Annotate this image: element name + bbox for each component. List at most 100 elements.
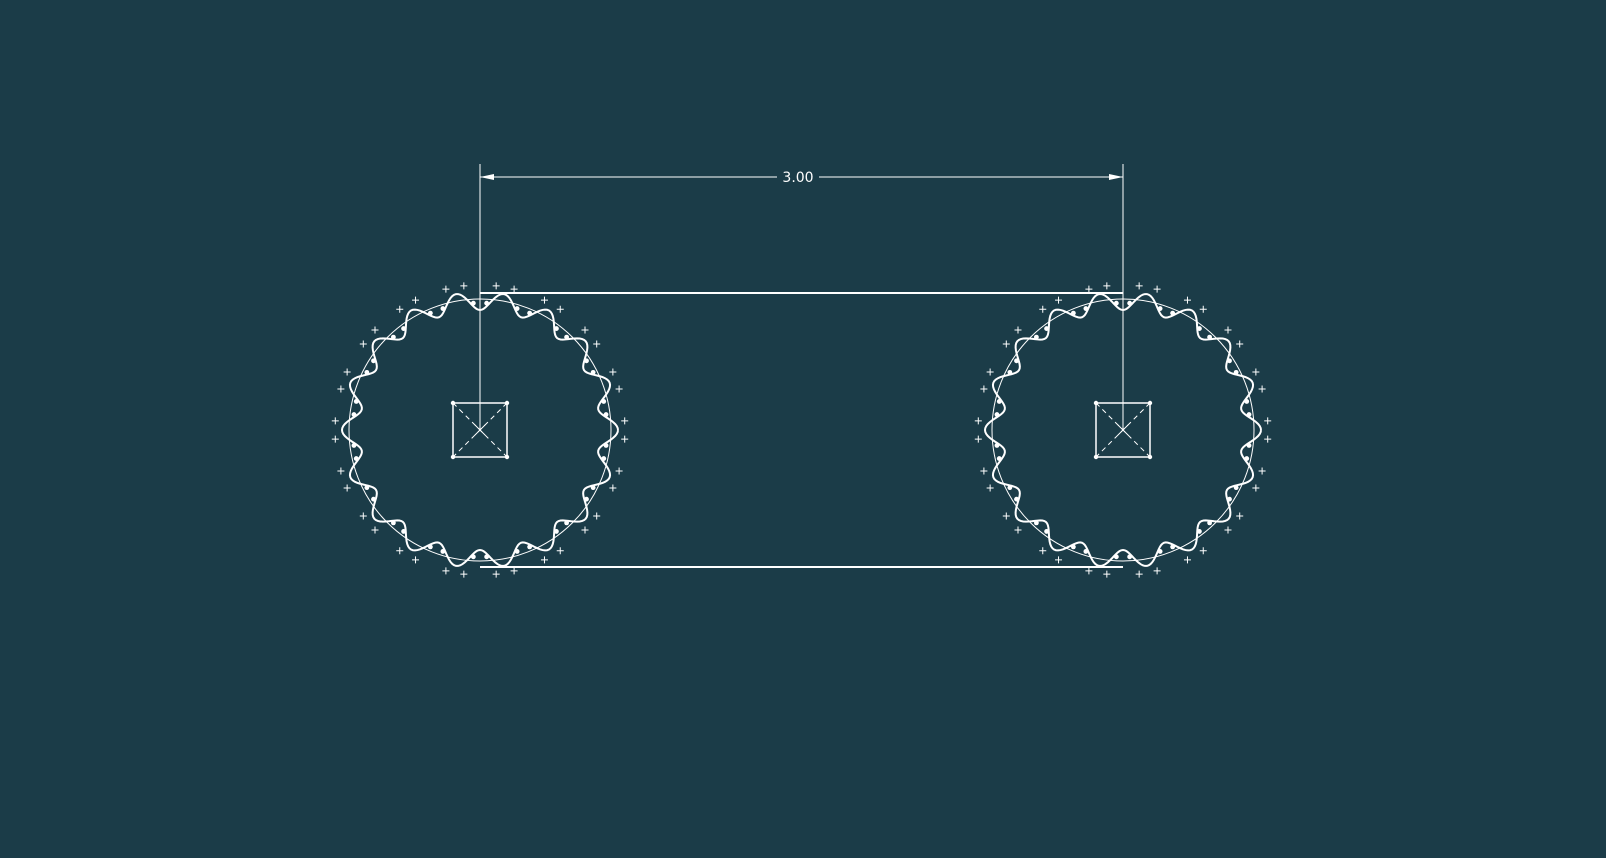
bore-corner-point[interactable] — [1147, 454, 1153, 460]
sketch-point[interactable] — [427, 544, 433, 550]
construction-marker — [1264, 417, 1272, 425]
sketch-point[interactable] — [554, 326, 559, 331]
sketch-point[interactable] — [1170, 310, 1176, 316]
sketch-point[interactable] — [1044, 529, 1049, 534]
bore-corner-point[interactable] — [1093, 400, 1099, 406]
sketch-point[interactable] — [1014, 496, 1019, 502]
sketch-point[interactable] — [584, 358, 589, 364]
bore-corner-point[interactable] — [450, 400, 456, 406]
sketch-point[interactable] — [1157, 549, 1163, 554]
sketch-point[interactable] — [1207, 334, 1213, 340]
sketch-point[interactable] — [440, 306, 446, 311]
sketch-point[interactable] — [554, 529, 559, 534]
sketch-point[interactable] — [601, 456, 607, 461]
sketch-point[interactable] — [514, 549, 520, 554]
sketch-point[interactable] — [371, 496, 376, 502]
left-sprocket[interactable] — [331, 282, 629, 578]
sketch-point[interactable] — [514, 306, 520, 311]
center-point[interactable] — [474, 424, 486, 436]
sketch-point[interactable] — [1070, 544, 1076, 550]
bore-corner-point[interactable] — [504, 454, 510, 460]
sketch-point[interactable] — [1246, 412, 1252, 417]
sketch-point[interactable] — [401, 529, 406, 534]
sketch-point[interactable] — [1007, 485, 1013, 491]
construction-marker — [442, 285, 450, 293]
sketch-point[interactable] — [364, 369, 370, 375]
sketch-point[interactable] — [364, 485, 370, 491]
sketch-point[interactable] — [1127, 554, 1133, 560]
sketch-point[interactable] — [353, 456, 359, 461]
sketch-point[interactable] — [1197, 529, 1202, 534]
tooth-profile[interactable] — [983, 293, 1262, 567]
sketch-point[interactable] — [994, 412, 1000, 417]
sketch-point[interactable] — [1207, 520, 1213, 526]
sketch-point[interactable] — [603, 443, 609, 448]
sketch-point[interactable] — [371, 358, 376, 364]
sketch-point[interactable] — [1233, 369, 1239, 375]
sketch-point[interactable] — [996, 399, 1002, 404]
construction-marker — [621, 435, 629, 443]
sketch-point[interactable] — [1244, 399, 1250, 404]
sketch-point[interactable] — [584, 496, 589, 502]
sketch-point[interactable] — [1083, 549, 1089, 554]
sketch-point[interactable] — [440, 549, 446, 554]
sketch-point[interactable] — [527, 544, 533, 550]
sketch-point[interactable] — [1033, 520, 1039, 526]
sketch-point[interactable] — [484, 300, 490, 306]
sketch-point[interactable] — [1070, 310, 1076, 316]
right-sprocket[interactable] — [974, 282, 1272, 578]
sketch-point[interactable] — [351, 443, 357, 448]
construction-marker — [359, 340, 367, 348]
pitch-circle[interactable] — [991, 298, 1255, 562]
sketch-point[interactable] — [351, 412, 357, 417]
construction-marker — [510, 285, 518, 293]
sketch-point[interactable] — [603, 412, 609, 417]
sketch-point[interactable] — [564, 334, 570, 340]
sketch-point[interactable] — [1014, 358, 1019, 364]
sketch-point[interactable] — [1127, 300, 1133, 306]
sketch-point[interactable] — [1246, 443, 1252, 448]
square-bore[interactable] — [1095, 402, 1151, 458]
sketch-point[interactable] — [1044, 326, 1049, 331]
bore-corner-point[interactable] — [504, 400, 510, 406]
sketch-point[interactable] — [1244, 456, 1250, 461]
pitch-circle[interactable] — [348, 298, 612, 562]
sketch-point[interactable] — [1007, 369, 1013, 375]
sketch-point[interactable] — [994, 443, 1000, 448]
sketch-point[interactable] — [1197, 326, 1202, 331]
bore-corner-point[interactable] — [1093, 454, 1099, 460]
dimension-arrow-right — [1109, 174, 1123, 180]
sketch-point[interactable] — [470, 300, 476, 306]
sketch-point[interactable] — [390, 520, 396, 526]
sketch-point[interactable] — [1170, 544, 1176, 550]
center-point[interactable] — [1117, 424, 1129, 436]
sketch-point[interactable] — [1227, 358, 1232, 364]
sketch-point[interactable] — [1033, 334, 1039, 340]
sketch-point[interactable] — [401, 326, 406, 331]
sketch-point[interactable] — [484, 554, 490, 560]
sketch-point[interactable] — [1227, 496, 1232, 502]
bore-corner-point[interactable] — [450, 454, 456, 460]
bore-corner-point[interactable] — [1147, 400, 1153, 406]
sketch-point[interactable] — [1113, 300, 1119, 306]
sketch-point[interactable] — [390, 334, 396, 340]
sketch-point[interactable] — [564, 520, 570, 526]
sketch-point[interactable] — [996, 456, 1002, 461]
dimension-value[interactable]: 3.00 — [782, 170, 813, 186]
sketch-point[interactable] — [1157, 306, 1163, 311]
sketch-point[interactable] — [470, 554, 476, 560]
sketch-point[interactable] — [601, 399, 607, 404]
sketch-point[interactable] — [353, 399, 359, 404]
construction-marker — [337, 467, 345, 475]
sketch-point[interactable] — [1233, 485, 1239, 491]
construction-marker — [1153, 285, 1161, 293]
sketch-point[interactable] — [590, 369, 596, 375]
tooth-profile[interactable] — [340, 293, 619, 567]
sketch-point[interactable] — [590, 485, 596, 491]
sketch-point[interactable] — [1083, 306, 1089, 311]
sketch-point[interactable] — [527, 310, 533, 316]
sketch-point[interactable] — [1113, 554, 1119, 560]
square-bore[interactable] — [452, 402, 508, 458]
sketch-point[interactable] — [427, 310, 433, 316]
